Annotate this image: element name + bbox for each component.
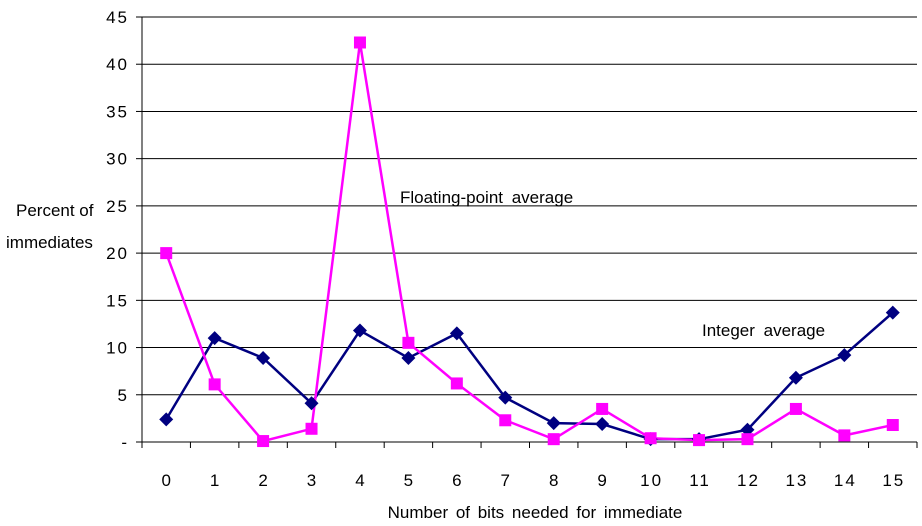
x-tick-label: 5 (404, 471, 415, 490)
y-axis-label-line-1: Percent of (16, 201, 94, 220)
data-point-integer (449, 326, 464, 341)
x-tick-label: 8 (549, 471, 560, 490)
x-axis-label: Number of bits needed for immediate (388, 503, 683, 522)
data-point-floating-point (596, 402, 609, 415)
x-tick-label: 15 (882, 471, 905, 490)
data-point-floating-point (499, 414, 512, 427)
data-point-integer (498, 390, 513, 405)
data-point-integer (401, 350, 416, 365)
data-point-integer (788, 370, 803, 385)
data-point-integer (352, 323, 367, 338)
data-point-floating-point (402, 336, 415, 349)
y-tick-label: 15 (106, 291, 129, 310)
y-tick-label: - (121, 433, 129, 452)
data-point-floating-point (353, 36, 366, 49)
x-tick-labels: 0 1 2 3 4 5 6 7 8 9 10 11 12 13 14 15 (161, 471, 905, 490)
x-tick-label: 2 (258, 471, 269, 490)
x-tick-label: 3 (307, 471, 318, 490)
series-line-floating-point (165, 42, 894, 443)
y-tick-label: 35 (106, 102, 129, 121)
x-tick-label: 11 (689, 471, 711, 490)
y-tick-label: 40 (106, 55, 129, 74)
x-tick-label: 4 (355, 471, 366, 490)
series-lines (165, 42, 894, 443)
x-tick-label: 14 (834, 471, 857, 490)
data-point-integer (546, 416, 561, 431)
data-point-floating-point (160, 247, 173, 260)
data-point-floating-point (838, 429, 851, 442)
x-tick-label: 0 (161, 471, 172, 490)
data-point-integer (595, 417, 610, 432)
y-tick-labels: - 5 10 15 20 25 30 35 40 45 (106, 8, 129, 452)
data-point-integer (885, 305, 900, 320)
data-point-integer (207, 331, 222, 346)
data-point-floating-point (547, 433, 560, 446)
x-tick-label: 7 (501, 471, 512, 490)
data-point-floating-point (693, 434, 706, 447)
y-tick-label: 20 (106, 244, 129, 263)
data-point-floating-point (208, 378, 221, 391)
data-point-floating-point (305, 422, 318, 435)
data-point-floating-point (741, 433, 754, 446)
series-label-integer: Integer average (702, 321, 825, 340)
x-tick-label: 1 (210, 471, 221, 490)
series-line-integer (165, 311, 894, 441)
data-point-floating-point (257, 435, 270, 448)
x-tick-label: 10 (640, 471, 663, 490)
x-tick-label: 12 (737, 471, 760, 490)
data-point-floating-point (789, 402, 802, 415)
data-point-floating-point (644, 432, 657, 445)
data-point-integer (256, 350, 271, 365)
y-tick-label: 30 (106, 150, 129, 169)
y-tick-label: 10 (106, 339, 129, 358)
y-axis-label-line-2: immediates (6, 233, 93, 252)
y-tick-label: 5 (118, 386, 129, 405)
x-tick-label: 6 (452, 471, 463, 490)
data-point-integer (304, 396, 319, 411)
data-point-floating-point (886, 419, 899, 431)
series-label-floating-point: Floating-point average (400, 188, 573, 207)
data-point-floating-point (450, 377, 463, 390)
axes (136, 16, 918, 448)
data-point-integer (837, 348, 852, 363)
series-markers (159, 36, 900, 448)
y-tick-label: 25 (106, 197, 129, 216)
gridlines (142, 16, 917, 396)
x-tick-label: 13 (785, 471, 808, 490)
y-tick-label: 45 (106, 8, 129, 27)
data-point-integer (159, 412, 174, 427)
x-tick-label: 9 (597, 471, 608, 490)
